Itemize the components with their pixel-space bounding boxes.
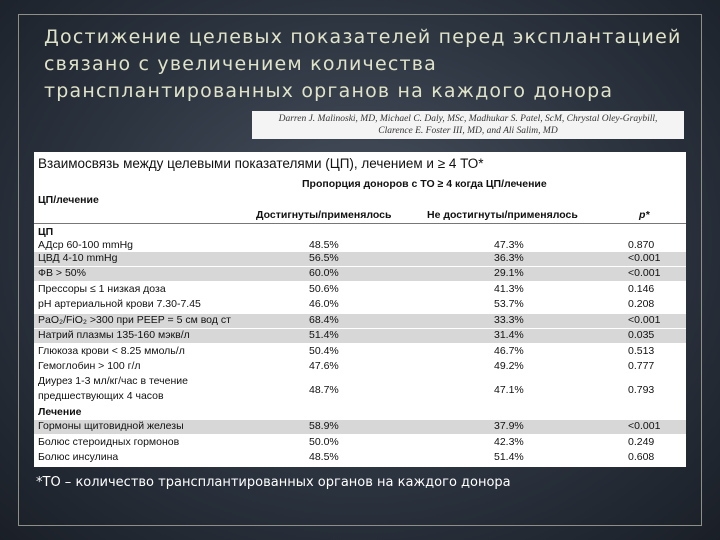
value-not-achieved: 33.3%	[494, 314, 524, 326]
p-value: 0.793	[628, 384, 655, 396]
p-value: 0.035	[628, 329, 655, 341]
row-label: Натрий плазмы 135-160 мэкв/л	[38, 329, 190, 341]
row-header: ЦП/лечение	[38, 194, 99, 206]
table-subtitle: Пропорция доноров с ТО ≥ 4 когда ЦП/лече…	[302, 178, 547, 190]
value-achieved: 56.5%	[309, 252, 339, 264]
table-row: ЦВД 4-10 mmHg 56.5% 36.3% <0.001	[34, 252, 686, 266]
table-row: Натрий плазмы 135-160 мэкв/л 51.4% 31.4%…	[34, 329, 686, 343]
value-achieved: 48.5%	[309, 239, 339, 251]
table-row: Гемоглобин > 100 г/л 47.6% 49.2% 0.777	[34, 360, 686, 374]
row-label: pH артериальной крови 7.30-7.45	[38, 298, 201, 310]
value-achieved: 60.0%	[309, 267, 339, 279]
row-label: Болюс стероидных гормонов	[38, 436, 180, 448]
p-value: <0.001	[628, 420, 661, 432]
row-label: Болюс инсулина	[38, 451, 119, 463]
value-not-achieved: 47.1%	[494, 384, 524, 396]
column-header-achieved: Достигнуты/применялось	[256, 209, 392, 221]
value-achieved: 50.6%	[309, 283, 339, 295]
value-not-achieved: 51.4%	[494, 451, 524, 463]
value-achieved: 51.4%	[309, 329, 339, 341]
slide-title: Достижение целевых показателей перед экс…	[44, 26, 682, 102]
table-row: Болюс стероидных гормонов 50.0% 42.3% 0.…	[34, 436, 686, 450]
value-not-achieved: 37.9%	[494, 420, 524, 432]
row-label: PaO₂/FiO₂ >300 при PEEP = 5 см вод ст	[38, 314, 231, 326]
table-row: Прессоры ≤ 1 низкая доза 50.6% 41.3% 0.1…	[34, 283, 686, 297]
header-divider	[34, 223, 686, 224]
results-table: Взаимосвязь между целевыми показателями …	[34, 152, 686, 467]
value-not-achieved: 42.3%	[494, 436, 524, 448]
table-row: Глюкоза крови < 8.25 ммоль/л 50.4% 46.7%…	[34, 345, 686, 359]
value-achieved: 46.0%	[309, 298, 339, 310]
value-not-achieved: 53.7%	[494, 298, 524, 310]
p-value: <0.001	[628, 314, 661, 326]
article-authors-image: Darren J. Malinoski, MD, Michael C. Daly…	[252, 111, 684, 139]
value-not-achieved: 49.2%	[494, 360, 524, 372]
p-value: <0.001	[628, 267, 661, 279]
row-label: Диурез 1-3 мл/кг/час в течение	[38, 375, 188, 387]
table-row: PaO₂/FiO₂ >300 при PEEP = 5 см вод ст 68…	[34, 314, 686, 328]
section-treatment: Лечение	[38, 406, 82, 418]
row-label: Гормоны щитовидной железы	[38, 420, 184, 432]
row-label: ЦВД 4-10 mmHg	[38, 252, 118, 264]
value-achieved: 58.9%	[309, 420, 339, 432]
value-not-achieved: 46.7%	[494, 345, 524, 357]
p-value: 0.777	[628, 360, 655, 372]
p-value: 0.870	[628, 239, 655, 251]
value-achieved: 48.5%	[309, 451, 339, 463]
value-not-achieved: 36.3%	[494, 252, 524, 264]
p-value: 0.513	[628, 345, 655, 357]
row-label: Глюкоза крови < 8.25 ммоль/л	[38, 345, 185, 357]
authors-line-2: Clarence E. Foster III, MD, and Ali Sali…	[378, 126, 558, 136]
p-value: 0.146	[628, 283, 655, 295]
p-value: 0.608	[628, 451, 655, 463]
table-row: Болюс инсулина 48.5% 51.4% 0.608	[34, 451, 686, 465]
value-not-achieved: 29.1%	[494, 267, 524, 279]
row-label: ФВ > 50%	[38, 267, 86, 279]
row-label: Прессоры ≤ 1 низкая доза	[38, 283, 166, 295]
value-not-achieved: 31.4%	[494, 329, 524, 341]
table-row: pH артериальной крови 7.30-7.45 46.0% 53…	[34, 298, 686, 312]
table-row: Диурез 1-3 мл/кг/час в течение предшеств…	[34, 375, 686, 405]
slide-frame	[18, 14, 702, 526]
table-row: ФВ > 50% 60.0% 29.1% <0.001	[34, 267, 686, 281]
value-achieved: 50.0%	[309, 436, 339, 448]
value-not-achieved: 47.3%	[494, 239, 524, 251]
p-value: <0.001	[628, 252, 661, 264]
table-row: АДср 60-100 mmHg 48.5% 47.3% 0.870	[34, 239, 686, 251]
value-achieved: 68.4%	[309, 314, 339, 326]
value-achieved: 50.4%	[309, 345, 339, 357]
authors-line-1: Darren J. Malinoski, MD, Michael C. Daly…	[278, 114, 658, 124]
value-not-achieved: 41.3%	[494, 283, 524, 295]
column-header-not-achieved: Не достигнуты/применялось	[427, 209, 578, 221]
row-label: АДср 60-100 mmHg	[38, 239, 133, 251]
row-label-continued: предшествующих 4 часов	[38, 390, 164, 402]
section-targets: ЦП	[38, 226, 54, 238]
table-title: Взаимосвязь между целевыми показателями …	[38, 156, 484, 171]
value-achieved: 47.6%	[309, 360, 339, 372]
p-value: 0.249	[628, 436, 655, 448]
row-label: Гемоглобин > 100 г/л	[38, 360, 141, 372]
p-value: 0.208	[628, 298, 655, 310]
column-header-p: p*	[639, 209, 650, 221]
footnote: *ТО – количество трансплантированных орг…	[36, 475, 511, 490]
value-achieved: 48.7%	[309, 384, 339, 396]
table-row: Гормоны щитовидной железы 58.9% 37.9% <0…	[34, 420, 686, 434]
